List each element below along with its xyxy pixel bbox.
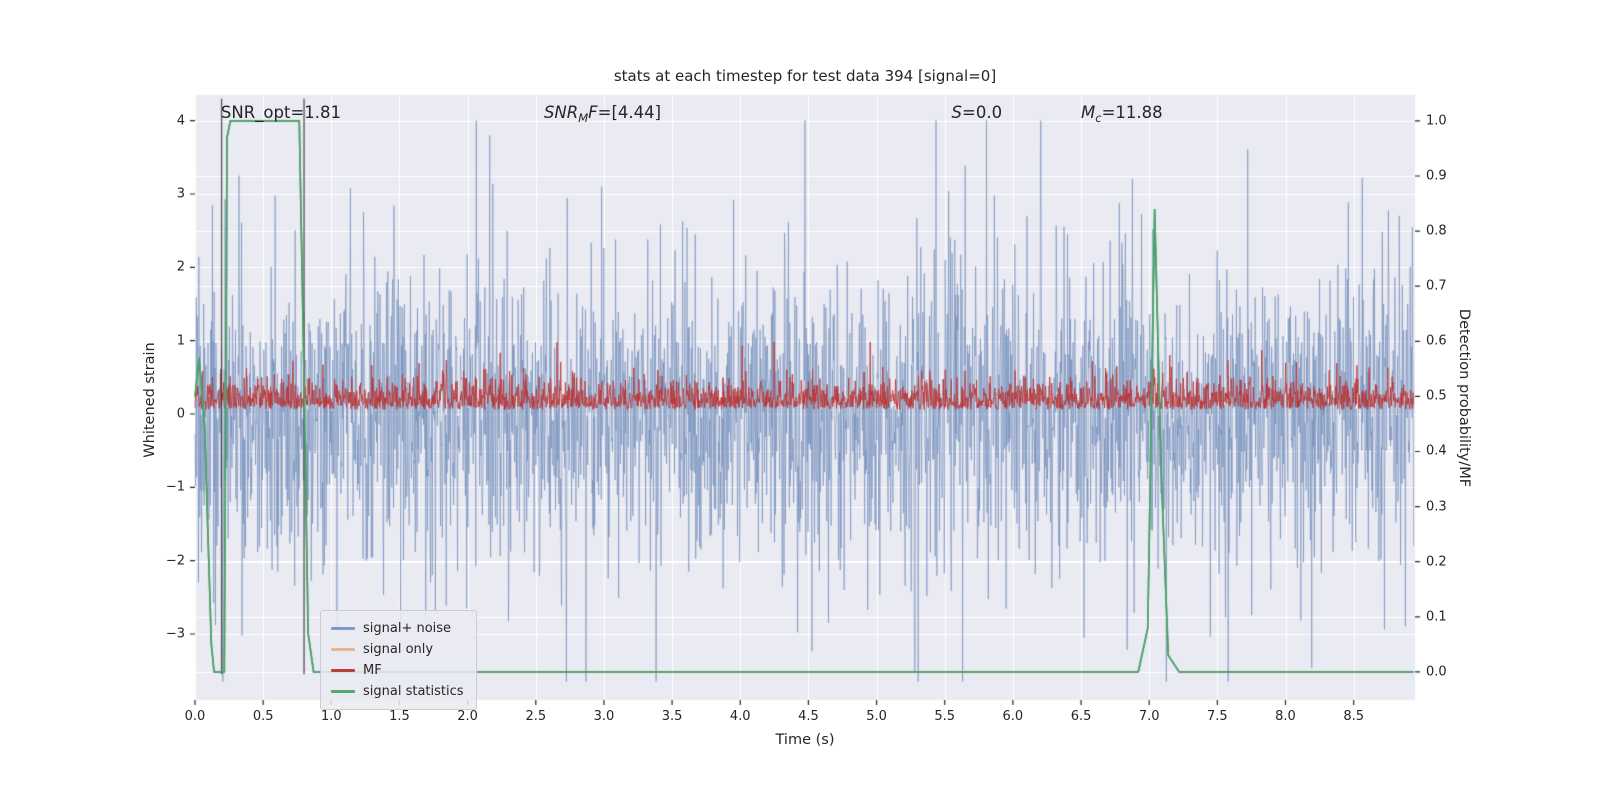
x-tick-label: 4.0 bbox=[729, 709, 751, 724]
x-tick-label: 0.5 bbox=[252, 709, 274, 724]
legend-label-signal-statistics: signal statistics bbox=[363, 684, 464, 699]
legend-item-signal-statistics: signal statistics bbox=[331, 681, 464, 702]
x-tick-label: 4.5 bbox=[798, 709, 819, 724]
y-axis-label-right: Detection probability/MF bbox=[1456, 308, 1472, 488]
legend-swatch-signal-only bbox=[331, 648, 355, 651]
x-tick-label: 8.5 bbox=[1343, 709, 1364, 724]
x-tick-label: 0.0 bbox=[184, 709, 206, 724]
annotation-mc-pre: M bbox=[1081, 103, 1096, 122]
x-tick-label: 7.5 bbox=[1207, 709, 1228, 724]
x-tick-label: 5.5 bbox=[934, 709, 956, 724]
x-tick-label: 7.0 bbox=[1138, 709, 1160, 724]
y-right-tick-label: 0.6 bbox=[1426, 333, 1447, 349]
annotation-snr-opt-text: SNR_opt=1.81 bbox=[220, 103, 342, 122]
y-right-tick-label: 0.0 bbox=[1426, 664, 1447, 680]
x-tick-label: 1.5 bbox=[389, 709, 410, 724]
annotation-snr-opt: SNR_opt=1.81 bbox=[221, 103, 341, 122]
x-tick-label: 8.0 bbox=[1275, 709, 1296, 724]
annotation-snr-mf-sub: M bbox=[578, 111, 589, 125]
legend-item-signal-noise: signal+ noise bbox=[331, 618, 464, 639]
legend: signal+ noise signal only MF signal stat… bbox=[320, 610, 477, 710]
y-left-tick-label: −2 bbox=[165, 553, 185, 569]
annotation-s: S=0.0 bbox=[952, 103, 1003, 122]
annotation-mc-sub: c bbox=[1095, 111, 1102, 125]
legend-label-signal-only: signal only bbox=[363, 642, 434, 657]
annotation-snr-mf-post: =[4.44] bbox=[597, 103, 662, 122]
y-left-tick-label: 1 bbox=[176, 333, 185, 349]
x-tick-label: 3.5 bbox=[661, 709, 683, 724]
y-right-tick-label: 0.8 bbox=[1426, 223, 1447, 239]
annotation-s-post: =0.0 bbox=[962, 103, 1003, 122]
legend-label-signal-noise: signal+ noise bbox=[363, 621, 452, 636]
x-tick-label: 2.0 bbox=[457, 709, 478, 724]
y-left-tick-label: −3 bbox=[165, 626, 185, 642]
y-left-tick-label: 4 bbox=[176, 113, 185, 129]
y-right-tick-label: 0.7 bbox=[1426, 278, 1447, 294]
x-tick-label: 3.0 bbox=[593, 709, 615, 724]
legend-swatch-signal-noise bbox=[331, 627, 355, 630]
legend-swatch-mf bbox=[331, 669, 355, 672]
x-axis-label: Time (s) bbox=[775, 732, 835, 748]
x-tick-label: 2.5 bbox=[525, 709, 547, 724]
annotation-snr-mf-mid: F bbox=[588, 103, 598, 122]
x-tick-label: 6.0 bbox=[1002, 709, 1024, 724]
y-right-tick-label: 0.5 bbox=[1426, 388, 1447, 404]
x-tick-label: 5.0 bbox=[866, 709, 887, 724]
annotation-mc: Mc=11.88 bbox=[1081, 103, 1163, 125]
annotation-snr-mf-pre: SNR bbox=[543, 103, 579, 122]
y-right-tick-label: 0.1 bbox=[1426, 609, 1447, 625]
x-tick-label: 6.5 bbox=[1070, 709, 1092, 724]
y-axis-label-left: Whitened strain bbox=[142, 342, 158, 458]
y-right-tick-label: 0.2 bbox=[1426, 554, 1447, 570]
legend-item-signal-only: signal only bbox=[331, 639, 464, 660]
annotation-snr-mf: SNRMF=[4.44] bbox=[544, 103, 661, 125]
y-right-tick-label: 0.4 bbox=[1426, 443, 1447, 459]
y-right-tick-label: 0.3 bbox=[1426, 499, 1447, 515]
legend-swatch-signal-statistics bbox=[331, 690, 355, 693]
annotation-s-pre: S bbox=[951, 103, 963, 122]
y-left-tick-label: 2 bbox=[176, 259, 185, 275]
chart-title: stats at each timestep for test data 394… bbox=[613, 67, 997, 85]
y-left-tick-label: 3 bbox=[176, 186, 185, 202]
x-tick-label: 1.0 bbox=[320, 709, 342, 724]
y-left-tick-label: −1 bbox=[165, 479, 185, 495]
y-right-tick-label: 0.9 bbox=[1426, 168, 1447, 184]
legend-item-mf: MF bbox=[331, 660, 464, 681]
legend-label-mf: MF bbox=[363, 663, 382, 678]
annotation-mc-post: =11.88 bbox=[1101, 103, 1163, 122]
y-right-tick-label: 1.0 bbox=[1426, 113, 1447, 129]
y-left-tick-label: 0 bbox=[176, 406, 185, 422]
